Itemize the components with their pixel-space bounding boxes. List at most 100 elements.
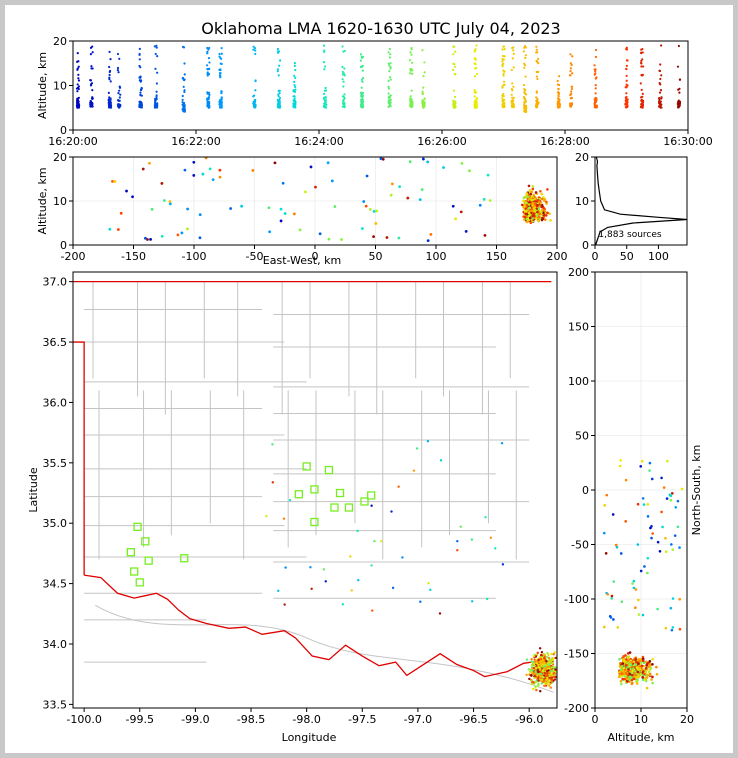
map-source-point [277,589,280,593]
alt-time-source-point [474,75,477,78]
alt-time-source-point [208,46,211,50]
alt-time-source-point [537,57,540,60]
alt-time-source-point [139,102,142,106]
alt-time-source-point [343,67,346,70]
alt-time-source-point [183,110,186,113]
alt-time-source-point [77,65,80,68]
alt-time-source-point [293,95,296,98]
alt-ns-source-point [651,681,654,685]
ew-alt-source-point [375,209,379,213]
ew-alt-x-tick-label: 0 [312,250,319,263]
map-source-point [550,652,553,656]
alt-ns-source-point [603,504,606,507]
map-source-point [536,674,539,677]
alt-time-source-point [183,90,186,94]
alt-ns-source-point [637,662,640,666]
alt-time-source-point [117,92,120,95]
alt-time-source-point [254,49,257,52]
alt-time-source-point [410,89,413,92]
map-source-point [533,658,536,661]
map-source-point [543,684,546,687]
alt-time-source-point [294,85,297,89]
alt-ns-source-point [628,651,632,654]
alt-time-source-point [387,85,390,88]
alt-time-source-point [421,90,424,93]
alt-time-source-point [639,106,643,109]
county-boundary [84,496,530,503]
map-source-point [547,671,550,675]
county-boundary [237,281,245,560]
alt-time-source-point [388,103,391,107]
alt-time-source-point [473,89,476,92]
alt-time-source-point [76,68,79,71]
map-source-point [554,656,557,660]
alt-time-source-point [571,72,574,75]
alt-time-source-point [423,97,426,100]
alt-time-source-point [91,51,94,54]
alt-ns-source-point [647,670,651,674]
map-plot-area [73,272,557,708]
alt-ns-source-point [651,657,654,661]
alt-time-source-point [77,77,80,80]
ew-alt-source-point [468,169,471,173]
alt-ns-source-point [624,478,628,482]
alt-time-source-point [252,48,255,51]
alt-ns-source-point [615,545,619,549]
alt-time-source-point [138,76,141,79]
alt-time-source-point [389,78,392,81]
map-source-point [271,481,274,484]
ew-alt-x-tick-label: -100 [182,250,207,263]
alt-time-source-point [452,53,455,56]
alt-time-source-point [453,65,457,68]
map-source-point [532,662,536,666]
alt-time-source-point [294,68,297,72]
map-y-tick-label: 35.5 [43,457,68,470]
alt-ns-source-point [616,626,620,629]
alt-time-source-point [116,69,120,72]
alt-time-source-point [411,101,414,104]
ew-alt-source-point [525,193,529,196]
alt-time-source-point [388,70,391,73]
alt-ns-source-point [628,663,631,666]
alt-time-source-point [512,49,515,52]
map-source-point [427,582,430,585]
alt-time-source-point [76,52,79,55]
alt-ns-y-axis-label: North-South, km [690,445,703,536]
alt-time-source-point [556,105,560,108]
alt-ns-source-point [655,672,659,676]
alt-time-source-point [220,57,223,60]
alt-ns-source-point [655,665,658,669]
alt-time-source-point [502,106,505,109]
alt-ns-source-point [626,673,629,676]
alt-time-source-point [208,67,211,71]
alt-hist-y-tick-label: 10 [575,195,589,208]
alt-time-source-point [411,61,414,64]
map-source-point [283,603,286,606]
alt-time-source-point [409,72,412,75]
map-source-point [546,674,549,677]
alt-time-source-point [343,49,346,53]
map-source-point [537,658,540,662]
alt-ns-source-point [620,682,623,686]
alt-time-source-point [501,94,504,97]
map-source-point [525,673,528,677]
map-source-point [540,663,543,667]
lma-station-marker [310,517,319,527]
ew-alt-source-point [298,228,302,232]
ew-alt-y-tick-label: 0 [60,239,67,252]
alt-time-source-point [116,52,120,56]
map-x-axis-label: Longitude [282,731,337,744]
alt-time-source-point [410,98,413,101]
alt-ns-source-point [614,543,618,547]
alt-ns-source-point [644,660,648,664]
alt-time-source-point [512,52,515,55]
alt-time-plot-area [73,41,688,130]
alt-time-source-point [557,95,560,98]
alt-time-source-point [677,44,680,48]
ew-alt-source-point [150,207,154,211]
alt-time-frame [72,40,689,131]
alt-time-source-point [89,79,93,82]
alt-ns-source-point [634,663,638,666]
alt-time-source-point [293,74,296,77]
alt-ns-source-point [678,546,681,549]
